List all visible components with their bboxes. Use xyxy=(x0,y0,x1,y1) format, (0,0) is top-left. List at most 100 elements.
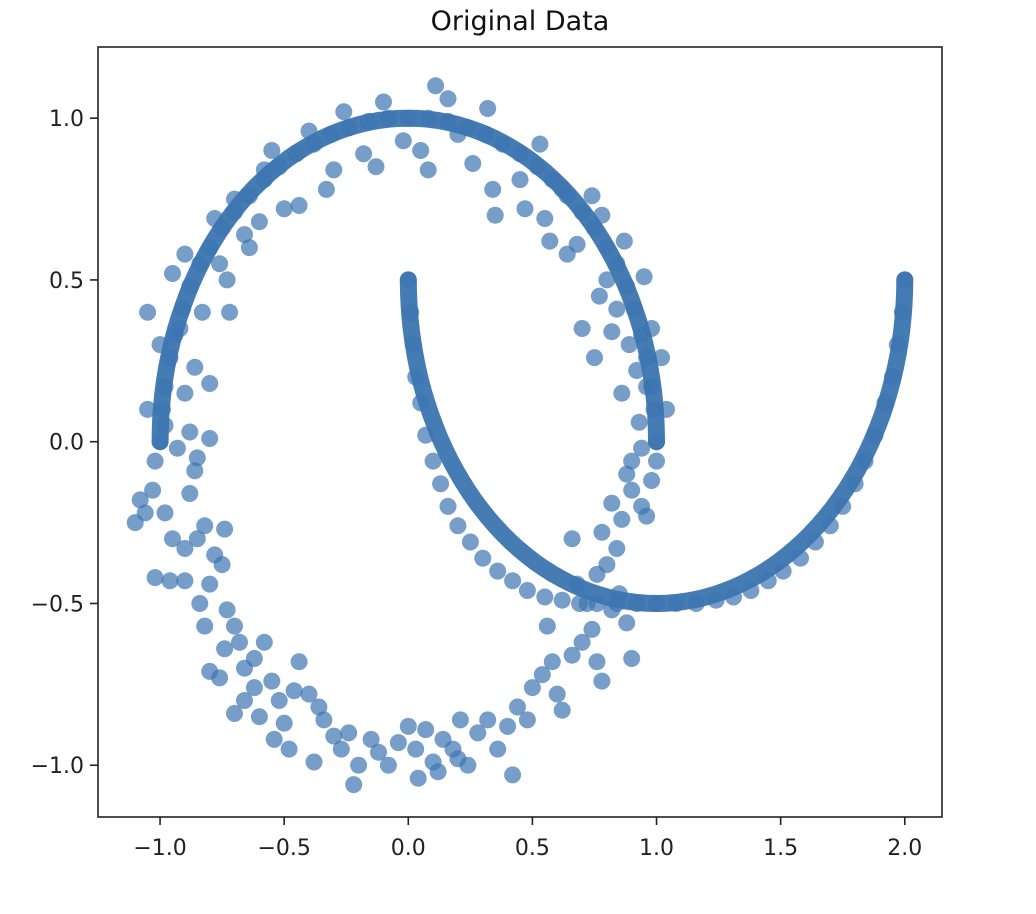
scatter-point xyxy=(367,158,385,176)
scatter-point xyxy=(603,323,621,341)
scatter-point xyxy=(280,740,298,758)
scatter-point xyxy=(792,549,809,567)
scatter-point xyxy=(608,255,626,273)
scatter-point xyxy=(648,595,665,612)
scatter-point xyxy=(608,300,626,318)
scatter-point xyxy=(216,520,234,538)
scatter-point xyxy=(300,122,318,140)
scatter-point xyxy=(196,517,214,535)
scatter-point xyxy=(156,378,174,396)
scatter-point xyxy=(310,698,328,716)
scatter-point xyxy=(231,633,248,651)
y-tick-label: 0.0 xyxy=(49,431,84,456)
scatter-point xyxy=(541,232,559,250)
scatter-point xyxy=(275,200,293,218)
scatter-point xyxy=(191,255,209,273)
scatter-point xyxy=(201,575,219,593)
scatter-point xyxy=(536,588,554,606)
scatter-point xyxy=(504,766,522,784)
scatter-point xyxy=(643,320,661,337)
scatter-point xyxy=(402,303,420,321)
scatter-point xyxy=(221,303,239,321)
scatter-point xyxy=(176,540,194,557)
scatter-point xyxy=(236,692,253,709)
scatter-point xyxy=(821,517,839,535)
scatter-point xyxy=(608,595,626,612)
scatter-point xyxy=(638,507,656,525)
scatter-point xyxy=(536,210,554,227)
scatter-point xyxy=(866,426,884,444)
scatter-point xyxy=(586,219,603,237)
scatter-point xyxy=(630,413,648,431)
scatter-point xyxy=(883,368,901,386)
scatter-point xyxy=(648,452,665,470)
scatter-point xyxy=(648,433,665,451)
scatter-points xyxy=(126,77,914,794)
scatter-point xyxy=(653,349,670,367)
scatter-point xyxy=(154,400,171,418)
scatter-point xyxy=(240,187,258,205)
scatter-point xyxy=(464,155,482,172)
y-tick-label: −1.0 xyxy=(31,754,84,779)
scatter-point xyxy=(806,533,824,551)
scatter-point xyxy=(188,449,206,467)
scatter-point xyxy=(615,232,633,250)
scatter-point xyxy=(628,595,646,612)
scatter-point xyxy=(164,530,181,548)
scatter-point xyxy=(161,349,179,367)
scatter-point xyxy=(201,430,219,447)
scatter-point xyxy=(218,601,236,619)
scatter-point xyxy=(240,239,258,257)
scatter-point xyxy=(509,698,526,716)
scatter-point xyxy=(270,158,288,176)
scatter-point xyxy=(285,682,303,700)
scatter-point xyxy=(759,572,777,590)
scatter-point xyxy=(173,300,191,318)
scatter-point xyxy=(538,617,556,635)
scatter-point xyxy=(603,494,621,512)
scatter-point xyxy=(573,320,591,337)
scatter-point xyxy=(504,572,522,590)
scatter-point xyxy=(407,368,425,386)
scatter-point xyxy=(533,666,551,684)
scatter-point xyxy=(588,653,606,671)
dense-arc-layer xyxy=(151,109,914,613)
scatter-point xyxy=(548,685,566,703)
scatter-point xyxy=(226,617,243,635)
scatter-point xyxy=(432,475,450,493)
scatter-point xyxy=(583,620,601,638)
scatter-point xyxy=(518,582,536,599)
scatter-point xyxy=(568,575,586,593)
scatter-point xyxy=(623,481,641,499)
x-tick-label: −0.5 xyxy=(257,836,310,861)
scatter-point xyxy=(412,142,430,159)
scatter-point xyxy=(290,653,308,671)
y-axis-ticks: −1.0 −0.5 0.0 0.5 1.0 xyxy=(31,107,98,779)
scatter-point xyxy=(201,375,219,392)
y-tick-label: 1.0 xyxy=(49,107,84,132)
scatter-point xyxy=(305,135,323,153)
scatter-point xyxy=(211,669,229,687)
scatter-point xyxy=(226,190,243,208)
scatter-point xyxy=(543,653,561,671)
scatter-point xyxy=(553,701,571,719)
scatter-point xyxy=(156,417,174,434)
scatter-point xyxy=(176,245,194,263)
scatter-point xyxy=(265,730,283,748)
scatter-point xyxy=(623,452,641,470)
scatter-point xyxy=(186,358,204,376)
scatter-point xyxy=(131,491,149,509)
scatter-point xyxy=(439,90,457,108)
scatter-point xyxy=(407,740,425,758)
scatter-point xyxy=(275,714,293,732)
scatter-point xyxy=(340,724,358,742)
x-tick-label: 0.5 xyxy=(515,836,550,861)
scatter-point xyxy=(370,743,387,761)
scatter-point xyxy=(255,633,273,651)
scatter-point xyxy=(255,161,273,179)
scatter-point xyxy=(511,145,529,163)
scatter-point xyxy=(350,756,368,774)
scatter-point xyxy=(586,349,603,367)
scatter-point xyxy=(322,125,340,143)
scatter-point xyxy=(394,132,412,150)
